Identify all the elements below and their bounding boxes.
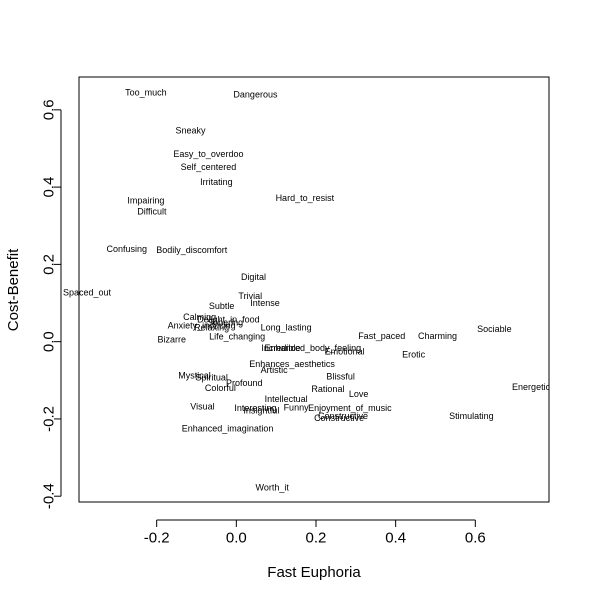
- point-label: Charming: [418, 331, 457, 341]
- y-axis: -0.4 -0.2 0.0 0.2 0.4 0.6: [41, 99, 62, 509]
- point-label: Profound: [226, 378, 263, 388]
- point-label: Constructive: [318, 411, 368, 421]
- x-tick-label: 0.6: [465, 530, 486, 547]
- point-label: Constructive: [314, 413, 364, 423]
- point-label: Irritating: [200, 177, 233, 187]
- y-tick-label: 0.2: [41, 254, 58, 275]
- x-tick-label: 0.2: [306, 530, 327, 547]
- point-label: Self_centered: [181, 162, 237, 172]
- point-label: Subtle: [209, 301, 235, 311]
- point-label: Dangerous: [233, 89, 278, 99]
- y-tick-label: 0.6: [41, 99, 58, 120]
- point-label: Calming: [183, 312, 216, 322]
- point-label: Spiritual: [195, 373, 228, 383]
- point-label: Anxiety_inducing: [168, 320, 236, 330]
- point-label: Trivial: [238, 291, 262, 301]
- point-label: Bizarre: [158, 335, 187, 345]
- point-label: Enhanced_body_feeling: [265, 343, 362, 353]
- point-label: Difficult: [137, 206, 167, 216]
- point-label: Mystical: [178, 371, 211, 381]
- point-labels: Too_much Dangerous Sneaky Easy_to_overdoo Se…: [63, 87, 551, 493]
- point-label: Incredible: [261, 343, 300, 353]
- point-label: Funny: [284, 402, 310, 412]
- point-label: Erotic: [402, 349, 426, 359]
- point-label: Insightful: [243, 405, 279, 415]
- y-tick-label: -0.4: [41, 483, 58, 509]
- point-label: Sociable: [477, 324, 512, 334]
- point-label: Love: [349, 389, 369, 399]
- point-label: Relaxing: [194, 322, 229, 332]
- point-label: Emotional: [325, 346, 365, 356]
- point-label: Sneaky: [176, 125, 207, 135]
- y-tick-label: 0.0: [41, 331, 58, 352]
- point-label: Confusing: [107, 244, 148, 254]
- point-label: Intellectual: [265, 394, 308, 404]
- point-label: Intense: [250, 298, 280, 308]
- point-label: Digital: [241, 272, 266, 282]
- point-label: Hard_to_resist: [276, 193, 335, 203]
- point-label: Artistic: [261, 365, 289, 375]
- point-label: Easy_to_overdoo: [173, 149, 243, 159]
- x-tick-label: 0.0: [226, 530, 247, 547]
- point-label: Sobering: [207, 317, 243, 327]
- point-label: Interesting: [234, 403, 276, 413]
- point-label: Bodily_discomfort: [156, 245, 228, 255]
- point-label: Enhanced_imagination: [182, 424, 274, 434]
- point-label: Stimulating: [449, 411, 494, 421]
- point-label: Visual: [190, 402, 214, 412]
- x-axis: -0.2 0.0 0.2 0.4 0.6: [144, 519, 486, 547]
- point-label: Rational: [311, 384, 344, 394]
- y-axis-title: Cost-Benefit: [5, 248, 22, 331]
- y-tick-label: 0.4: [41, 177, 58, 198]
- point-label: Energetic: [512, 382, 551, 392]
- point-label: Long_lasting: [261, 322, 312, 332]
- point-label: Spaced_out: [63, 288, 112, 298]
- x-tick-label: 0.4: [385, 530, 406, 547]
- point-label: Colorful: [205, 383, 236, 393]
- point-label: Blissful: [326, 371, 355, 381]
- point-label: Enjoyment_of_music: [308, 403, 392, 413]
- point-label: Too_much: [125, 87, 167, 97]
- point-label: Enhances_aesthetics: [249, 359, 335, 369]
- point-label: Impairing: [127, 196, 164, 206]
- point-label: Worth_it: [255, 483, 289, 493]
- y-tick-label: -0.2: [41, 406, 58, 432]
- x-tick-label: -0.2: [144, 530, 170, 547]
- plot-frame: [78, 76, 550, 503]
- point-label: Delight_in_food: [197, 314, 260, 324]
- x-axis-title: Fast Euphoria: [267, 564, 361, 581]
- point-label: Fast_paced: [358, 331, 405, 341]
- point-label: Life_changing: [209, 332, 265, 342]
